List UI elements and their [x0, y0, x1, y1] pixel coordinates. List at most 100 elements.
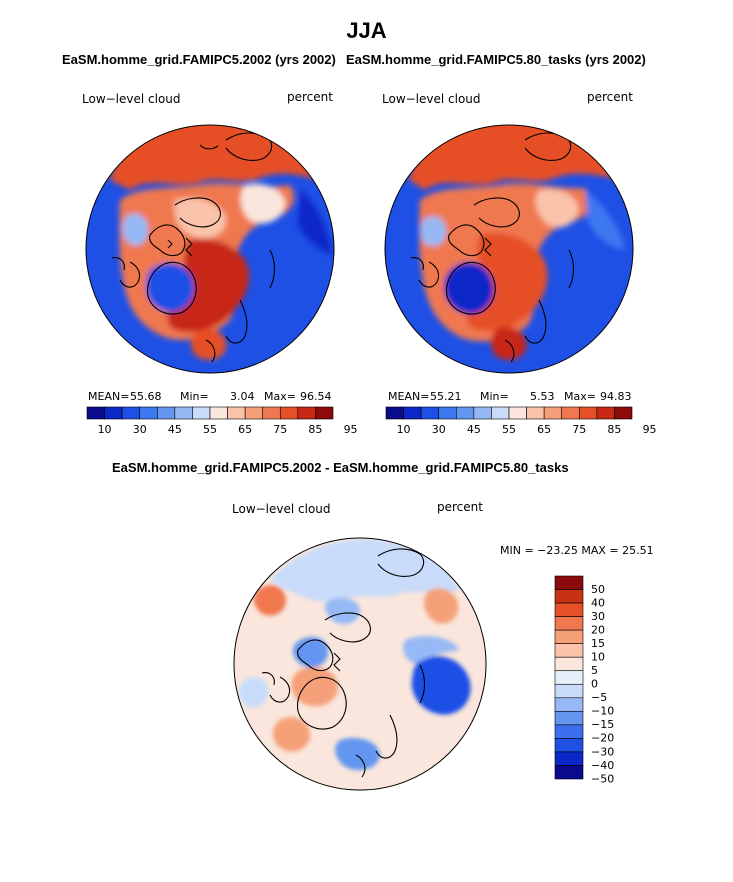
plot2-colorbar-tick: 75: [572, 423, 586, 436]
plot2-colorbar-swatch: [403, 406, 422, 420]
plot2-max-label: Max=: [564, 390, 596, 403]
plot1-blue-greenland: [146, 263, 194, 313]
plot1-coastlines: [111, 132, 276, 363]
plot2-map-border: [384, 124, 634, 374]
plot1-colorbar-swatch: [139, 406, 158, 420]
plot2-colorbar: 10 30 45 55 65 75 85 95: [385, 406, 657, 436]
plot3-minmax-text: MIN = −23.25 MAX = 25.51: [500, 544, 654, 557]
plot1-colorbar-tick: 75: [273, 423, 287, 436]
plot2-colorbar-swatch: [508, 406, 527, 420]
plot2-coastlines: [410, 132, 575, 363]
plot3-orange-nw: [253, 585, 286, 616]
plot1-colorbar-swatch: [104, 406, 123, 420]
plot3-lightblue-sw: [238, 676, 269, 708]
plot2-colorbar-tick: 85: [607, 423, 621, 436]
plot3-blue-east: [411, 656, 471, 715]
plot3-colorbar-tick: 0: [591, 678, 598, 691]
plot2-variable-label: Low−level cloud: [382, 92, 481, 106]
plot3-colorbar-swatch: [554, 724, 584, 739]
plot2-colorbar-swatch: [438, 406, 457, 420]
plot3-colorbar-swatch: [554, 616, 584, 631]
plot3-colorbar-swatch: [554, 765, 584, 780]
plot3-colorbar-tick: −5: [591, 691, 607, 704]
plot3-colorbar-tick: 15: [591, 637, 605, 650]
plot1-units-label: percent: [287, 90, 333, 104]
plot3-colorbar-tick: −15: [591, 718, 614, 731]
plot3-map-border: [233, 537, 487, 791]
plot3-colorbar-tick: 40: [591, 596, 605, 609]
plot3-blue-patch-a: [324, 597, 360, 625]
plot2-colorbar-swatch: [614, 406, 633, 420]
plot3-colorbar-tick: 10: [591, 651, 605, 664]
plot2-colorbar-swatch: [473, 406, 492, 420]
plot1-variable-label: Low−level cloud: [82, 92, 181, 106]
plot1-colorbar-tick: 95: [344, 423, 358, 436]
plot3-colorbar-tick: 50: [591, 583, 605, 596]
plot1-colorbar-swatch: [121, 406, 141, 420]
plot2-colorbar-tick: 45: [467, 423, 481, 436]
plot3-title: EaSM.homme_grid.FAMIPC5.2002 - EaSM.homm…: [112, 460, 569, 475]
plot1-colorbar-swatch: [192, 406, 211, 420]
plot2-colorbar-swatch: [420, 406, 440, 420]
plot3-colorbar-tick: −50: [591, 772, 614, 785]
plot3-colorbar-swatch: [554, 670, 584, 685]
plot1-colorbar-swatch: [209, 406, 228, 420]
plot1-colorbar-swatch: [279, 406, 299, 420]
plot3-colorbar-tick: −20: [591, 732, 614, 745]
plot2-colorbar-tick: 65: [537, 423, 551, 436]
plot1-max-value: 96.54: [300, 390, 332, 403]
plot3-units-label: percent: [437, 500, 483, 514]
plot1-colorbar-swatch: [86, 406, 105, 420]
plot1-darkblue-east: [298, 190, 332, 255]
plot3-colorbar-swatch: [554, 643, 584, 658]
plot1-colorbar-swatch: [174, 406, 193, 420]
plot3-colorbar-tick: −10: [591, 705, 614, 718]
plot2-blue-greenland: [444, 262, 494, 314]
plot1-mean-value: 55.68: [130, 390, 162, 403]
plot1-colorbar-tick: 55: [203, 423, 217, 436]
plot2-colorbar-tick: 95: [643, 423, 657, 436]
plot2-colorbar-tick: 10: [397, 423, 411, 436]
plot3-colorbar-swatch: [554, 697, 584, 712]
plot3-orange-center: [291, 667, 339, 707]
plot2-colorbar-swatch: [596, 406, 615, 420]
plot2-colorbar-swatch: [385, 406, 404, 420]
plot2-map: [385, 125, 633, 373]
plot3-colorbar-tick: −40: [591, 759, 614, 772]
plot2-mean-value: 55.21: [430, 390, 462, 403]
plot2-title: EaSM.homme_grid.FAMIPC5.80_tasks (yrs 20…: [346, 52, 646, 67]
plot2-peach-patch: [535, 189, 579, 228]
plot3-colorbar-tick: 5: [591, 664, 598, 677]
plot3-colorbar-swatch: [554, 629, 584, 644]
plot1-colorbar-swatch: [227, 406, 246, 420]
plot2-max-value: 94.83: [600, 390, 632, 403]
plot1-colorbar-swatch: [156, 406, 176, 420]
plot3-variable-label: Low−level cloud: [232, 502, 331, 516]
plot2-colorbar-swatch: [561, 406, 580, 420]
plot3-coastlines: [261, 548, 426, 778]
plot1-min-value: 3.04: [230, 390, 255, 403]
plot1-colorbar-swatch: [297, 406, 316, 420]
plot3-lightblue-east: [403, 635, 460, 664]
plot1-min-label: Min=: [180, 390, 209, 403]
plot2-units-label: percent: [587, 90, 633, 104]
plot1-colorbar-swatch: [315, 406, 334, 420]
plot1-max-label: Max=: [264, 390, 296, 403]
plot2-mean-label: MEAN=: [388, 390, 430, 403]
plot1-peach-center: [174, 198, 226, 239]
plot1-red-se: [190, 329, 227, 360]
plot2-colorbar-swatch: [455, 406, 475, 420]
plot1-colorbar-tick: 30: [133, 423, 147, 436]
plot1-colorbar-tick: 85: [308, 423, 322, 436]
plot1-colorbar: 10 30 45 55 65 75 85 95: [86, 406, 358, 436]
plot3-colorbar-swatch: [554, 589, 584, 604]
plot1-lightblue-west: [122, 213, 149, 246]
plot3-orange-south: [272, 717, 311, 752]
plot3-blue-south: [335, 737, 380, 771]
plot3-colorbar-tick: −30: [591, 745, 614, 758]
plot3-colorbar-tick: 20: [591, 623, 605, 636]
plot1-colorbar-swatch: [262, 406, 281, 420]
plot3-colorbar-swatch: [554, 751, 584, 766]
plot1-colorbar-swatch: [244, 406, 264, 420]
